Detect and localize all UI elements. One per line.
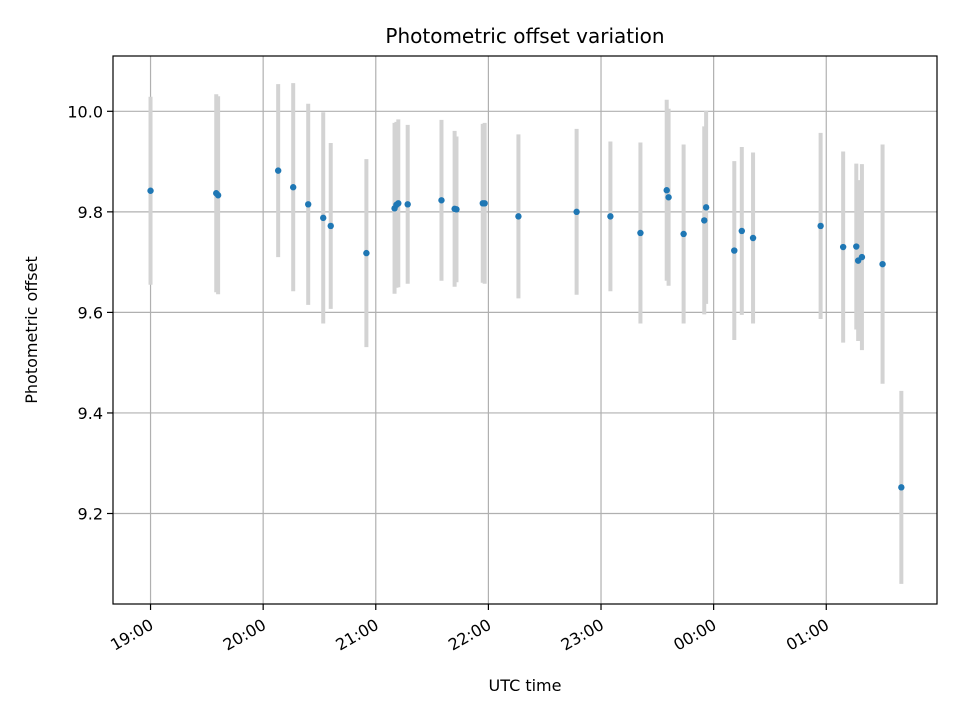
data-point <box>680 230 687 238</box>
y-tick-label: 9.4 <box>78 404 103 423</box>
data-point <box>701 217 708 224</box>
data-point <box>898 484 905 491</box>
data-point <box>453 206 460 213</box>
data-point <box>327 222 334 230</box>
data-point <box>731 247 738 254</box>
data-point <box>320 214 327 222</box>
data-point <box>738 227 745 235</box>
y-tick-label: 9.8 <box>78 203 103 222</box>
y-tick-label: 9.2 <box>78 505 103 524</box>
y-tick-label: 9.6 <box>78 303 103 322</box>
grid <box>113 56 937 604</box>
data-point <box>702 204 710 211</box>
data-point <box>637 229 644 237</box>
data-point <box>879 260 886 268</box>
data-point <box>481 200 488 207</box>
data-point <box>214 192 222 199</box>
data-point <box>817 222 824 230</box>
data-point <box>289 184 297 191</box>
data-point <box>147 187 154 194</box>
data-point <box>839 243 847 251</box>
data-point <box>363 249 370 257</box>
x-axis-label: UTC time <box>489 676 562 695</box>
data-point <box>305 201 312 208</box>
data-point <box>573 208 580 216</box>
y-axis-label: Photometric offset <box>22 256 41 404</box>
data-point <box>515 213 522 220</box>
y-tick-label: 10.0 <box>67 102 103 121</box>
data-point <box>858 253 866 261</box>
data-point <box>607 213 614 220</box>
data-point <box>663 187 670 194</box>
y-axis: 9.2 9.4 9.6 9.8 10.0 <box>67 102 113 524</box>
data-point <box>395 200 402 207</box>
data-point <box>853 243 860 250</box>
data-point <box>665 194 672 201</box>
plot-frame <box>112 55 938 605</box>
chart-title: Photometric offset variation <box>385 24 664 48</box>
data-point <box>274 167 282 174</box>
data-point <box>404 201 411 208</box>
data-point <box>749 234 757 242</box>
data-points <box>147 167 905 491</box>
data-point <box>438 197 445 204</box>
